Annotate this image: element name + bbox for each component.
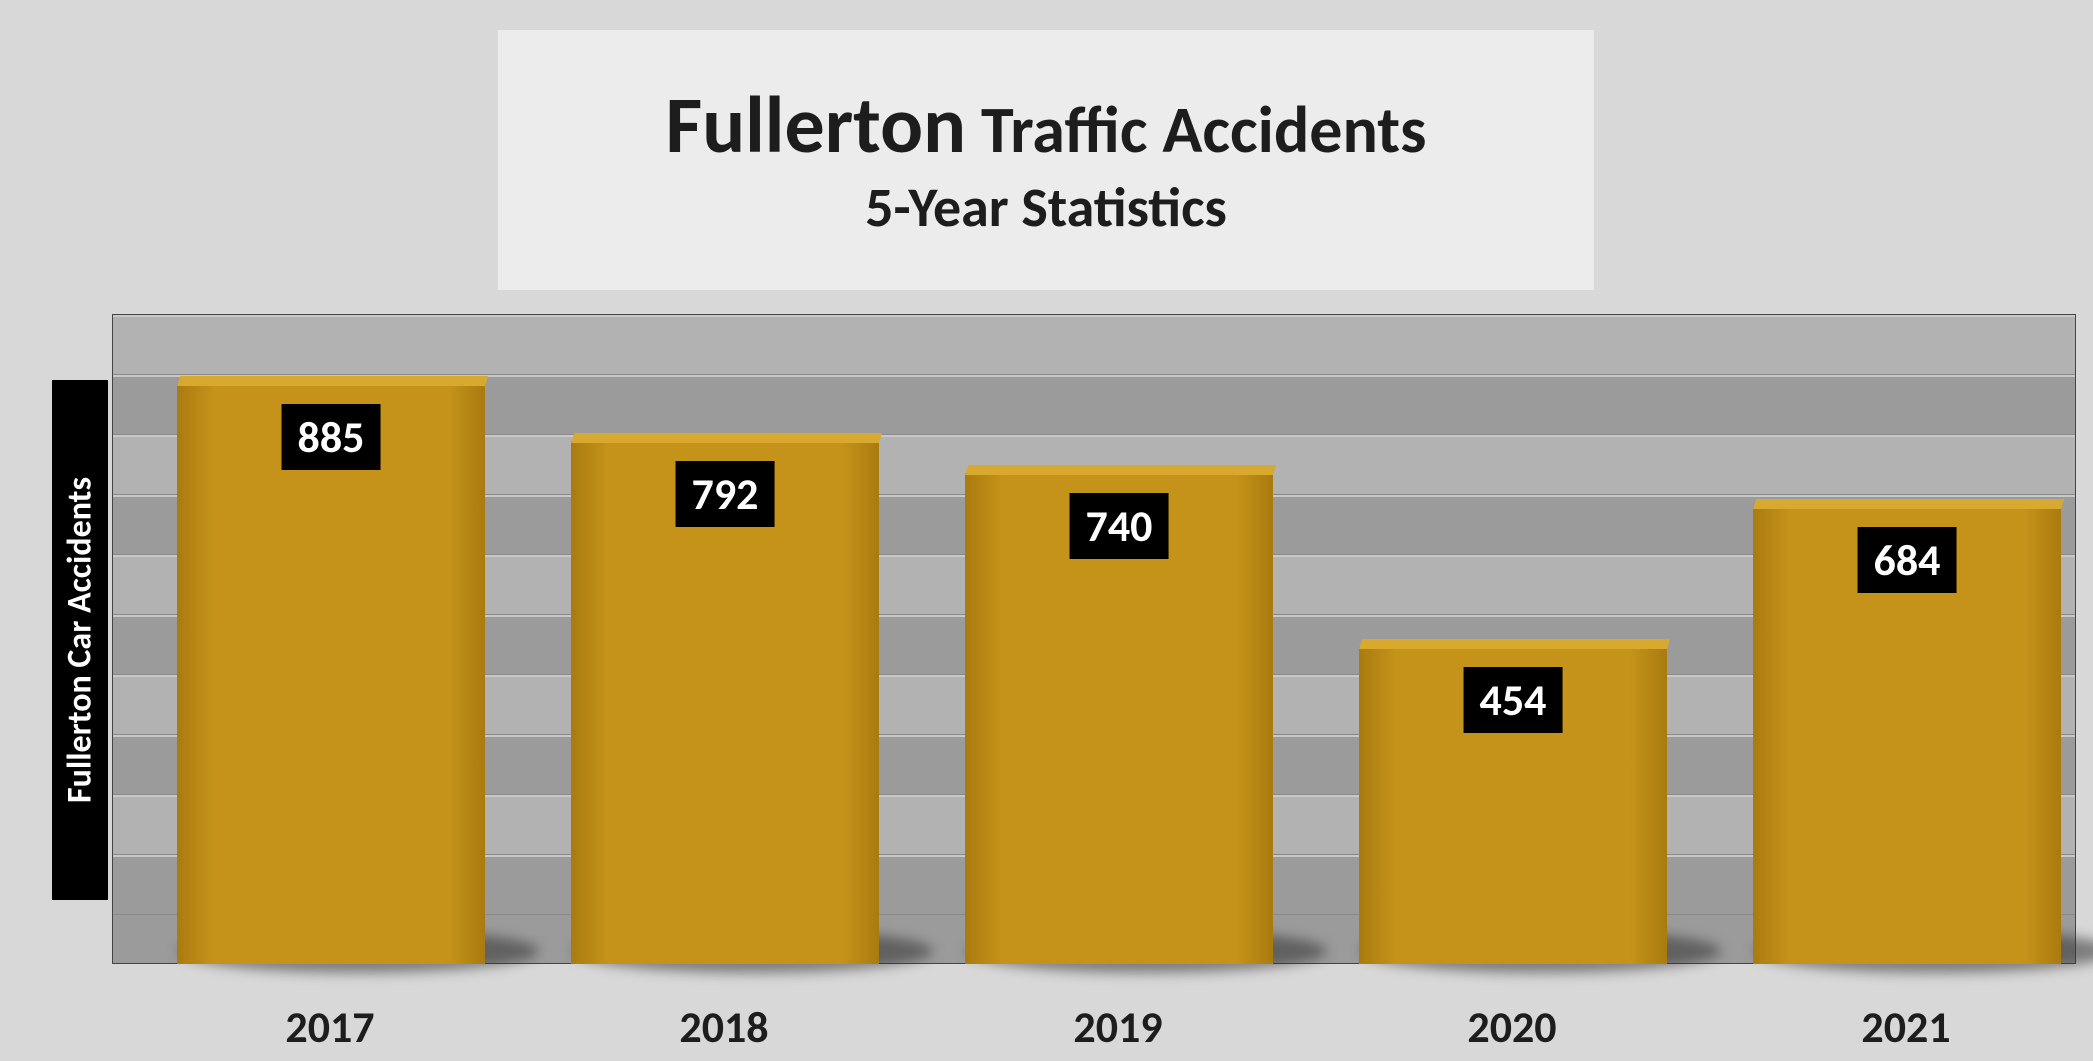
y-axis-label: Fullerton Car Accidents [52,380,108,900]
chart-canvas: Fullerton Traffic Accidents 5-Year Stati… [0,0,2093,1061]
bar: 740 [965,473,1273,964]
bar-value-label: 684 [1858,527,1957,593]
bar-value-label: 792 [676,461,775,527]
x-axis-label: 2019 [1073,1000,1162,1054]
bar-top [965,465,1276,475]
grid-band [113,315,2075,375]
bar: 454 [1359,647,1667,964]
bar-top [1753,499,2064,509]
x-axis-label: 2021 [1861,1000,1950,1054]
chart-title-box: Fullerton Traffic Accidents 5-Year Stati… [498,30,1594,290]
bar: 684 [1753,507,2061,964]
chart-subtitle: 5-Year Statistics [865,176,1227,240]
chart-title-strong: Fullerton [666,77,967,174]
bar-value-label: 885 [282,404,381,470]
x-axis-label: 2017 [285,1000,374,1054]
bar-front [177,384,485,964]
bar-value-label: 454 [1464,667,1563,733]
bar: 885 [177,384,485,964]
bar: 792 [571,441,879,964]
x-axis-label: 2020 [1467,1000,1556,1054]
bar-top [177,376,488,386]
bar-top [571,433,882,443]
chart-title-line1: Fullerton Traffic Accidents [666,80,1427,172]
chart-plot-area: 885 792 740 454 684 [112,314,2076,964]
chart-title-rest: Traffic Accidents [966,89,1426,170]
x-axis-label: 2018 [679,1000,768,1054]
bar-top [1359,639,1670,649]
bar-value-label: 740 [1070,493,1169,559]
